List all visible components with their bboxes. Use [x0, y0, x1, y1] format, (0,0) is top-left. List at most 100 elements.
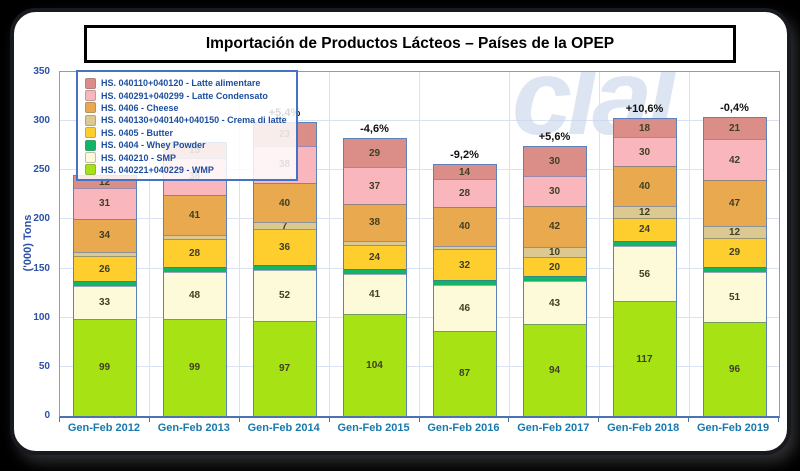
- stacked-bar: 153841284899: [162, 141, 227, 416]
- stacked-bar: 14 28 40 32 46 87: [432, 164, 497, 416]
- segment-value: 47: [728, 198, 741, 210]
- bar-segment: 30: [523, 176, 586, 206]
- bar-segment: 40: [253, 183, 316, 223]
- x-tick-mark: [148, 417, 150, 422]
- x-tick-label: Gen-Feb 2014: [247, 422, 320, 434]
- x-axis-labels: Gen-Feb 2012 Gen-Feb 2013 Gen-Feb 2014 Gen-…: [59, 422, 778, 434]
- segment-value: 51: [728, 291, 741, 303]
- segment-value: 29: [728, 247, 741, 259]
- segment-value: 99: [188, 362, 201, 374]
- segment-value: 94: [548, 364, 561, 376]
- legend-label: HS. 040210 - SMP: [101, 152, 177, 163]
- x-tick-label: Gen-Feb 2016: [427, 422, 500, 434]
- legend-swatch: [85, 152, 96, 164]
- bar-segment: 29: [343, 138, 406, 168]
- bar-segment: 29: [703, 238, 766, 267]
- bar-segment: 40: [613, 166, 676, 206]
- segment-value: 29: [368, 147, 381, 159]
- stacked-bar: 30 30 42 10 20 43 94: [522, 145, 587, 416]
- segment-value: 24: [638, 224, 651, 236]
- segment-value: 12: [728, 227, 741, 239]
- bar-segment: 43: [523, 281, 586, 324]
- segment-value: 31: [98, 198, 111, 210]
- bar-segment: 94: [523, 323, 586, 416]
- segment-value: 12: [98, 176, 111, 188]
- segment-value: 18: [638, 122, 651, 134]
- bar-segment: 117: [613, 301, 676, 416]
- bar-segment: 36: [253, 229, 316, 265]
- x-tick-label: Gen-Feb 2018: [607, 422, 680, 434]
- segment-value: 28: [458, 187, 471, 199]
- bar-column: 18 30 40 12 24 56 117 +10,6%: [600, 72, 690, 416]
- x-tick-label: Gen-Feb 2017: [517, 422, 590, 434]
- x-tick-label: Gen-Feb 2019: [696, 422, 770, 434]
- x-tick-label: Gen-Feb 2012: [67, 422, 140, 434]
- bar-segment: 21: [703, 118, 766, 139]
- y-axis-tick-labels: 0 50 100 150 200 250 300 350: [14, 66, 53, 421]
- segment-value: 30: [548, 185, 561, 197]
- segment-value: 30: [638, 146, 651, 158]
- y-tick-label: 300: [33, 115, 50, 127]
- pct-change-label: -9,2%: [450, 149, 479, 162]
- x-tick-mark: [508, 417, 510, 422]
- stacked-bar: 21 42 47 12 29 51 96: [702, 117, 767, 416]
- chart-title: Importación de Productos Lácteos – Paíse…: [205, 35, 615, 52]
- legend-swatch: [85, 139, 96, 151]
- stacked-bar: 2338407365297: [252, 122, 317, 416]
- y-tick-label: 250: [33, 164, 50, 176]
- y-tick-label: 200: [33, 213, 50, 225]
- segment-value: 46: [458, 302, 471, 314]
- bar-segment: 52: [253, 269, 316, 321]
- bar-segment: 12: [703, 226, 766, 239]
- segment-value: 24: [368, 251, 381, 263]
- bar-segment: 12: [613, 205, 676, 218]
- bar-segment: 10: [523, 246, 586, 257]
- plot-area: clal 12313426339915384128489923384073652…: [59, 71, 780, 418]
- bar-segment: 34: [73, 218, 136, 252]
- legend-row: HS. 040130+040140+040150 - Crema di latt…: [85, 114, 292, 126]
- legend-row: HS. 0405 - Butter: [85, 127, 292, 139]
- bar-segment: 14: [433, 165, 496, 180]
- bar-segment: 99: [73, 318, 136, 416]
- legend-label: HS. 0404 - Whey Powder: [101, 140, 206, 151]
- segment-value: 97: [278, 363, 291, 375]
- segment-value: 28: [188, 247, 201, 259]
- pct-change-label: +5,6%: [538, 130, 571, 143]
- bar-segment: 56: [613, 245, 676, 302]
- bar-segment: 51: [703, 271, 766, 322]
- stacked-bar: 18 30 40 12 24 56 117: [612, 118, 677, 416]
- bar-segment: 28: [163, 239, 226, 267]
- segment-value: 56: [638, 268, 651, 280]
- segment-value: 96: [728, 363, 741, 375]
- segment-value: 99: [98, 362, 111, 374]
- chart-card: Importación de Productos Lácteos – Paíse…: [10, 8, 791, 455]
- x-tick-label: Gen-Feb 2013: [157, 422, 230, 434]
- bar-segment: 28: [433, 179, 496, 207]
- bar-segment: [433, 280, 496, 286]
- segment-value: 48: [188, 290, 201, 302]
- segment-value: 40: [638, 181, 651, 193]
- pct-change-label: -0,4%: [720, 102, 749, 115]
- legend-label: HS. 040130+040140+040150 - Crema di latt…: [101, 115, 287, 126]
- legend-label: HS. 0406 - Cheese: [101, 102, 179, 113]
- chart-title-box: Importación de Productos Lácteos – Paíse…: [84, 25, 736, 63]
- bar-segment: [253, 264, 316, 270]
- bar-segment: 42: [523, 205, 586, 247]
- segment-value: 37: [368, 180, 381, 192]
- bar-segment: 46: [433, 285, 496, 331]
- legend: HS. 040110+040120 - Latte alimentare HS. …: [76, 70, 298, 182]
- chart-region: ('000) Tons 0 50 100 150 200 250 300 350 clal 1…: [14, 62, 787, 451]
- segment-value: 32: [458, 259, 471, 271]
- bar-segment: [703, 266, 766, 272]
- segment-value: 104: [366, 359, 383, 371]
- bar-segment: [343, 268, 406, 274]
- bar-segment: 30: [613, 136, 676, 167]
- bar-segment: [433, 246, 496, 249]
- x-tick-mark: [598, 417, 600, 422]
- bar-segment: 41: [163, 194, 226, 236]
- bar-column: 14 28 40 32 46 87 -9,2%: [420, 72, 510, 416]
- segment-value: 43: [548, 297, 561, 309]
- bar-segment: 31: [73, 188, 136, 219]
- y-tick-label: 350: [33, 66, 50, 77]
